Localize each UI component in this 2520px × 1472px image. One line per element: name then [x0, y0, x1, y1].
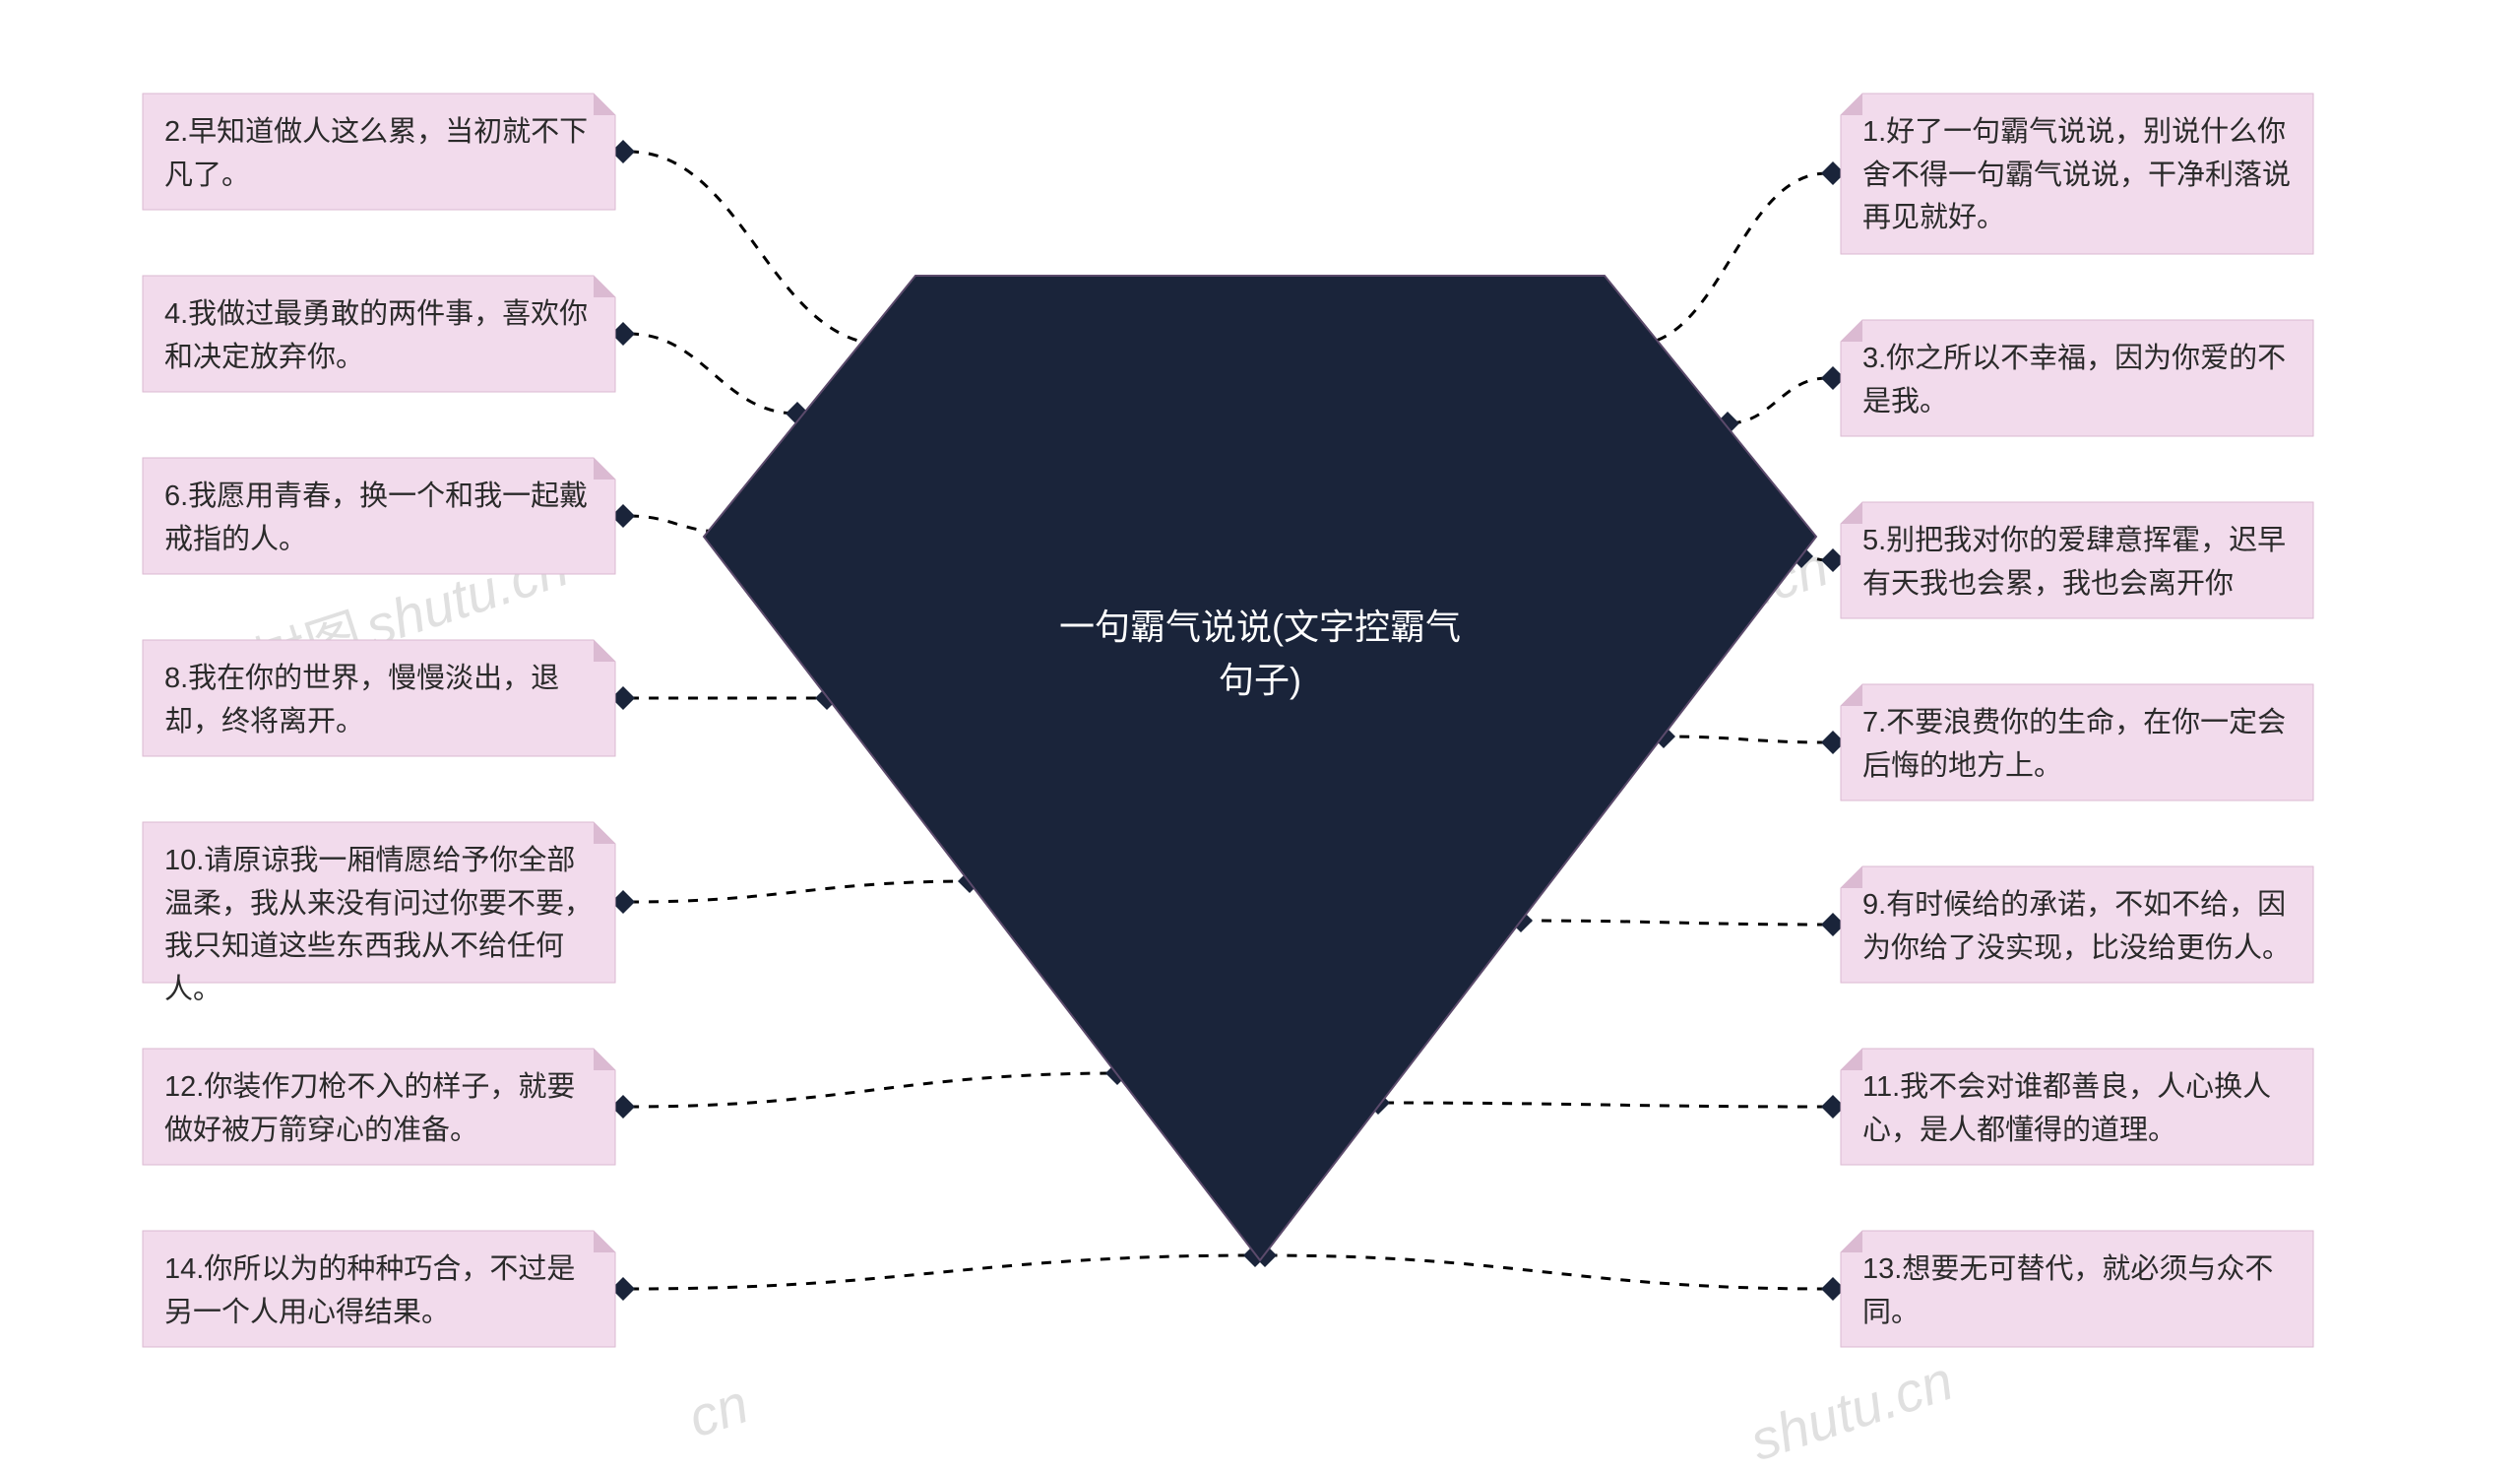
center-title-line1: 一句霸气说说(文字控霸气 — [1059, 607, 1461, 647]
left-node[interactable]: 2.早知道做人这么累，当初就不下凡了。 — [143, 94, 615, 210]
mindmap-canvas: 树图shutu.cn树图shutu.cnshutu.cncn 一句霸气说说(文字… — [0, 0, 2520, 1472]
connector-end-marker — [1366, 1091, 1390, 1115]
watermark: cn — [680, 1371, 755, 1449]
watermark-en: shutu.cn — [1618, 535, 1836, 658]
node-text: 4.我做过最勇敢的两件事，喜欢你和决定放弃你。 — [164, 298, 588, 373]
left-node[interactable]: 4.我做过最勇敢的两件事，喜欢你和决定放弃你。 — [143, 276, 615, 392]
node-text: 9.有时候给的承诺，不如不给，因为你给了没实现，比没给更伤人。 — [1862, 889, 2291, 964]
node-text: 11.我不会对谁都善良，人心换人心，是人都懂得的道理。 — [1862, 1071, 2271, 1146]
center-diamond — [704, 276, 1816, 1260]
node-text: 1.好了一句霸气说说，别说什么你舍不得一句霸气说说，干净利落说再见就好。 — [1862, 116, 2291, 233]
left-node[interactable]: 8.我在你的世界，慢慢淡出，退却，终将离开。 — [143, 640, 615, 756]
connector-end-marker — [874, 333, 898, 356]
node-text: 7.不要浪费你的生命，在你一定会后悔的地方上。 — [1862, 707, 2286, 782]
left-node[interactable]: 12.你装作刀枪不入的样子，就要做好被万箭穿心的准备。 — [143, 1049, 615, 1165]
connector-line — [629, 1073, 1117, 1107]
connector-end-marker — [1253, 1244, 1277, 1267]
right-node[interactable]: 11.我不会对谁都善良，人心换人心，是人都懂得的道理。 — [1841, 1049, 2313, 1165]
connector-end-marker — [786, 402, 809, 425]
connector-end-marker — [1716, 412, 1739, 435]
connector-end-marker — [958, 869, 981, 893]
connector-line — [629, 1255, 1255, 1289]
connector-end-marker — [1652, 725, 1675, 748]
left-node[interactable]: 14.你所以为的种种巧合，不过是另一个人用心得结果。 — [143, 1231, 615, 1347]
node-text: 6.我愿用青春，换一个和我一起戴戒指的人。 — [164, 480, 588, 555]
connector-line — [629, 334, 797, 414]
right-node[interactable]: 1.好了一句霸气说说，别说什么你舍不得一句霸气说说，干净利落说再见就好。 — [1841, 94, 2313, 254]
watermark: 树图shutu.cn — [1502, 523, 1837, 700]
right-node[interactable]: 9.有时候给的承诺，不如不给，因为你给了没实现，比没给更伤人。 — [1841, 866, 2313, 983]
node-text: 2.早知道做人这么累，当初就不下凡了。 — [164, 116, 588, 191]
node-text: 13.想要无可替代，就必须与众不同。 — [1862, 1253, 2273, 1328]
connector-end-marker — [1105, 1061, 1129, 1085]
right-node[interactable]: 7.不要浪费你的生命，在你一定会后悔的地方上。 — [1841, 684, 2313, 800]
connector-line — [1378, 1103, 1827, 1107]
node-text: 3.你之所以不幸福，因为你爱的不是我。 — [1862, 343, 2286, 417]
connector-line — [629, 516, 724, 532]
right-node[interactable]: 5.别把我对你的爱肆意挥霍，迟早有天我也会累，我也会离开你 — [1841, 502, 2313, 618]
connector-end-marker — [815, 686, 839, 710]
watermark-en: cn — [681, 1372, 756, 1448]
connector-line — [1634, 173, 1827, 345]
connector-end-marker — [1509, 909, 1533, 932]
connector-line — [1728, 378, 1827, 423]
watermark-en: shutu.cn — [1742, 1349, 1960, 1472]
connector-end-marker — [1622, 333, 1646, 356]
node-text: 5.别把我对你的爱肆意挥霍，迟早有天我也会累，我也会离开你 — [1862, 525, 2286, 600]
right-node[interactable]: 13.想要无可替代，就必须与众不同。 — [1841, 1231, 2313, 1347]
connector-end-marker — [712, 520, 735, 544]
connector-end-marker — [1790, 544, 1813, 568]
center-title-line2: 句子) — [1219, 660, 1301, 700]
watermark: shutu.cn — [1742, 1348, 1960, 1472]
node-text: 10.请原谅我一厢情愿给予你全部温柔，我从来没有问过你要不要，我只知道这些东西我… — [164, 845, 593, 1005]
center-title: 一句霸气说说(文字控霸气 句子) — [1014, 601, 1506, 707]
right-node[interactable]: 3.你之所以不幸福，因为你爱的不是我。 — [1841, 320, 2313, 436]
connector-line — [1265, 1255, 1827, 1289]
connector-line — [1664, 736, 1827, 742]
left-node[interactable]: 6.我愿用青春，换一个和我一起戴戒指的人。 — [143, 458, 615, 574]
node-text: 8.我在你的世界，慢慢淡出，退却，终将离开。 — [164, 663, 559, 737]
connector-line — [629, 881, 970, 902]
connector-line — [1521, 921, 1827, 925]
node-text: 12.你装作刀枪不入的样子，就要做好被万箭穿心的准备。 — [164, 1071, 575, 1146]
connector-line — [1801, 556, 1827, 560]
connector-line — [629, 152, 886, 345]
watermark-zh: 树图 — [1506, 602, 1630, 695]
connector-end-marker — [1243, 1244, 1267, 1267]
node-text: 14.你所以为的种种巧合，不过是另一个人用心得结果。 — [164, 1253, 575, 1328]
left-node[interactable]: 10.请原谅我一厢情愿给予你全部温柔，我从来没有问过你要不要，我只知道这些东西我… — [143, 822, 615, 983]
